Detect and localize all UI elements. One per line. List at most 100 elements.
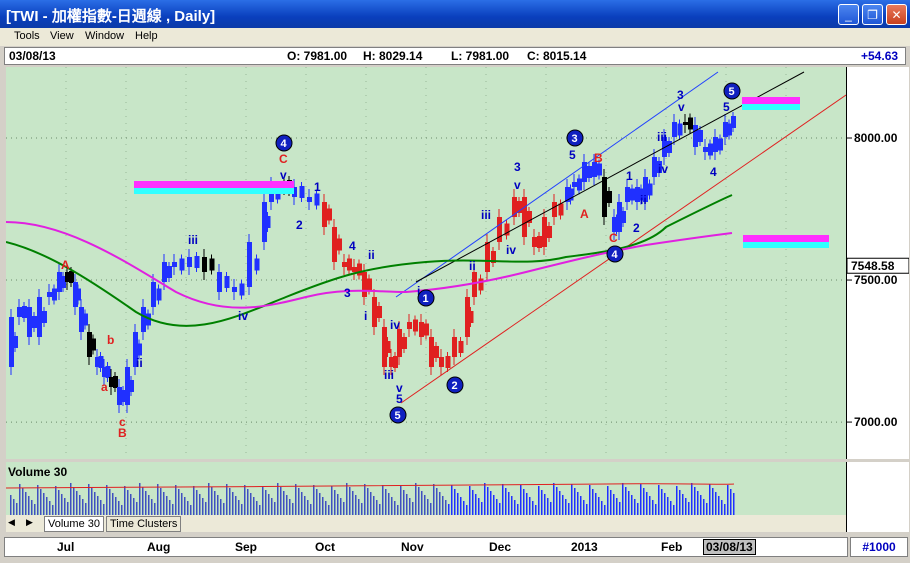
volume-bar xyxy=(172,504,174,515)
candle-body xyxy=(397,329,402,357)
candle-body xyxy=(465,297,470,337)
candle-body xyxy=(683,122,688,125)
wave-label: ii xyxy=(469,259,476,273)
candle-body xyxy=(657,161,662,173)
volume-bar xyxy=(526,493,528,515)
volume-bar xyxy=(553,483,555,515)
volume-bar xyxy=(718,496,720,515)
moving-average-short xyxy=(5,221,733,309)
volume-bar xyxy=(181,493,183,515)
minimize-button[interactable]: _ xyxy=(838,4,859,25)
candle-body xyxy=(458,341,464,353)
circled-wave-label: 5 xyxy=(395,410,401,422)
candle-body xyxy=(52,288,57,301)
candle-body xyxy=(13,336,18,348)
candle-body xyxy=(677,123,683,136)
volume-bar xyxy=(148,495,150,515)
month-2013: 2013 xyxy=(571,540,598,554)
candle-body xyxy=(393,356,398,368)
close-button[interactable]: ✕ xyxy=(886,4,907,25)
volume-bar xyxy=(448,504,450,515)
volume-bar xyxy=(52,505,54,515)
tab-time-clusters[interactable]: Time Clusters xyxy=(106,516,182,532)
volume-bar xyxy=(244,485,246,515)
candle-body xyxy=(194,256,200,268)
volume-bar xyxy=(433,484,435,515)
volume-bar xyxy=(589,485,591,515)
volume-bar xyxy=(682,494,684,515)
volume-bar xyxy=(127,490,129,515)
wave-label: iii xyxy=(657,130,667,144)
target-zone-cyan xyxy=(742,104,800,110)
volume-bar xyxy=(466,505,468,515)
volume-bar xyxy=(49,501,51,515)
quote-close: C: 8015.14 xyxy=(527,49,587,63)
volume-label: Volume 30 xyxy=(8,465,67,479)
volume-bar xyxy=(211,487,213,515)
wave-label: i xyxy=(417,284,420,298)
volume-bar xyxy=(574,488,576,515)
volume-bar xyxy=(406,494,408,515)
candle-body xyxy=(647,183,653,196)
candle-body xyxy=(558,203,564,216)
wave-label: v xyxy=(514,178,521,192)
volume-bar xyxy=(64,498,66,515)
candle-body xyxy=(377,306,382,318)
maximize-button[interactable]: ❐ xyxy=(862,4,883,25)
candle-body xyxy=(146,313,151,326)
tab-scroll-left-icon[interactable]: ◀ xyxy=(8,517,15,527)
candle-body xyxy=(156,288,162,301)
candle-body xyxy=(76,288,81,301)
candle-body xyxy=(452,337,457,357)
quote-low: L: 7981.00 xyxy=(451,49,510,63)
candle-body xyxy=(703,147,708,152)
menu-view[interactable]: View xyxy=(50,30,74,42)
moving-average-long xyxy=(5,194,733,327)
volume-bar xyxy=(262,486,264,515)
circled-wave-label: 1 xyxy=(423,293,429,305)
volume-bar xyxy=(259,505,261,515)
wave-label: iv xyxy=(506,243,516,257)
quote-open: O: 7981.00 xyxy=(287,49,348,63)
candle-body xyxy=(232,287,237,292)
volume-bar xyxy=(712,488,714,515)
menu-tools[interactable]: Tools xyxy=(14,30,40,42)
menu-window[interactable]: Window xyxy=(85,30,125,42)
candle-body xyxy=(582,162,587,182)
candle-body xyxy=(552,202,557,217)
month-oct: Oct xyxy=(315,540,336,554)
volume-bar xyxy=(370,492,372,515)
volume-bar xyxy=(253,497,255,515)
candle-body xyxy=(69,271,74,283)
wave-label: ii xyxy=(640,193,647,207)
volume-bar xyxy=(727,485,729,515)
tab-scroll-right-icon[interactable]: ▶ xyxy=(26,517,33,527)
volume-panel[interactable]: Volume 30 xyxy=(5,462,846,515)
candle-body xyxy=(439,357,444,367)
volume-bar xyxy=(268,494,270,515)
volume-bar xyxy=(151,499,153,515)
candle-body xyxy=(713,137,718,152)
volume-bar xyxy=(46,497,48,515)
volume-bar xyxy=(652,500,654,515)
volume-bar xyxy=(223,503,225,515)
menu-help[interactable]: Help xyxy=(135,30,158,42)
volume-bar xyxy=(136,502,138,515)
volume-bar xyxy=(613,494,615,515)
volume-bar xyxy=(469,486,471,515)
volume-bar xyxy=(19,484,21,515)
circled-wave-label: 4 xyxy=(281,138,288,150)
date-axis: Jul Aug Sep Oct Nov Dec 2013 Feb 03/08/1… xyxy=(4,537,848,557)
candle-body xyxy=(382,327,387,367)
volume-bar xyxy=(679,490,681,515)
candle-body xyxy=(607,191,612,203)
volume-bar xyxy=(607,486,609,515)
volume-bar xyxy=(187,501,189,515)
volume-bar xyxy=(352,491,354,515)
volume-bar xyxy=(241,504,243,515)
circled-wave-label: 2 xyxy=(452,380,458,392)
volume-bar xyxy=(685,498,687,515)
tab-volume[interactable]: Volume 30 xyxy=(44,516,104,532)
